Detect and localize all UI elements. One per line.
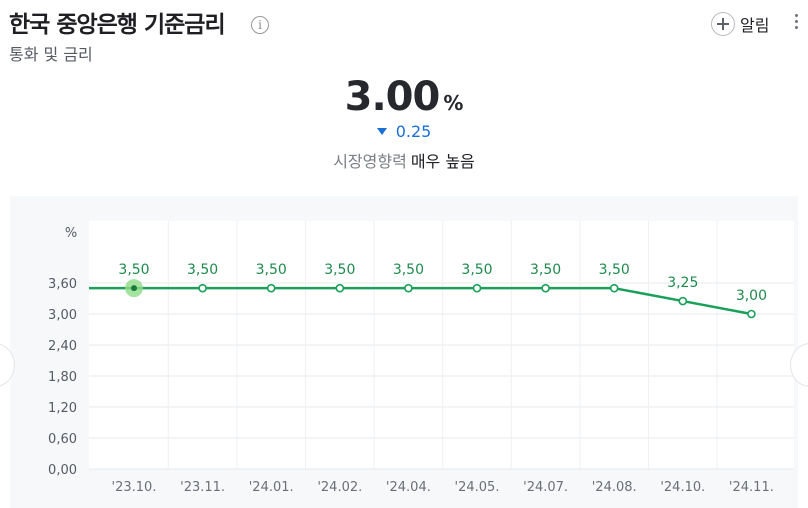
x-tick-label: '24.11. bbox=[729, 480, 774, 495]
down-triangle-icon bbox=[376, 128, 387, 135]
x-tick-label: '23.10. bbox=[112, 480, 157, 495]
data-label: 3,50 bbox=[530, 262, 561, 278]
data-label: 3,50 bbox=[599, 262, 630, 278]
rate-change: 0.25 bbox=[0, 121, 808, 143]
market-impact: 시장영향력 매우 높음 bbox=[0, 150, 808, 174]
y-tick-label: 1,20 bbox=[48, 401, 77, 416]
y-tick-label: 3,60 bbox=[48, 277, 77, 292]
data-label: 3,50 bbox=[324, 262, 355, 278]
data-point bbox=[678, 296, 688, 306]
x-tick-label: '24.07. bbox=[523, 480, 568, 495]
data-point bbox=[266, 283, 276, 293]
data-label: 3,50 bbox=[256, 262, 287, 278]
x-tick-label: '24.04. bbox=[386, 480, 431, 495]
change-value: 0.25 bbox=[395, 122, 432, 141]
impact-value: 매우 높음 bbox=[410, 152, 475, 171]
data-point bbox=[404, 283, 413, 293]
x-tick-label: '24.10. bbox=[660, 480, 705, 495]
data-point bbox=[131, 285, 137, 292]
data-label: 3,50 bbox=[393, 262, 424, 278]
data-label: 3,50 bbox=[461, 262, 492, 278]
chart-panel: 0,00 0,60 1,20 1,80 2,40 3,00 3,60% '23.10. '23.… bbox=[10, 196, 798, 508]
page-title: 한국 중앙은행 기준금리 bbox=[9, 12, 226, 38]
info-icon[interactable]: i bbox=[251, 16, 269, 34]
data-point bbox=[335, 283, 345, 293]
data-point bbox=[472, 283, 482, 293]
alarm-button[interactable]: 알림 bbox=[711, 10, 769, 38]
data-label: 3,50 bbox=[187, 262, 218, 278]
x-tick-label: '23.11. bbox=[180, 480, 225, 495]
x-tick-label: '24.02. bbox=[317, 480, 362, 495]
x-tick-label: '24.01. bbox=[249, 480, 294, 495]
x-tick-label: '24.05. bbox=[455, 480, 500, 495]
data-label: 3,00 bbox=[736, 288, 767, 304]
y-unit-label: % bbox=[65, 226, 77, 241]
y-tick-label: 1,80 bbox=[48, 370, 77, 385]
y-tick-label: 3,00 bbox=[48, 308, 77, 323]
data-label: 3,50 bbox=[118, 262, 149, 278]
y-tick-label: 2,40 bbox=[48, 339, 77, 354]
data-point bbox=[541, 283, 550, 293]
rate-value: 3.00 bbox=[344, 74, 441, 120]
y-tick-label: 0,00 bbox=[48, 463, 77, 478]
data-point bbox=[747, 309, 756, 319]
impact-label: 시장영향력 bbox=[333, 152, 407, 171]
alarm-label: 알림 bbox=[740, 16, 770, 35]
x-tick-label: '24.08. bbox=[592, 480, 637, 495]
data-label: 3,25 bbox=[667, 275, 698, 291]
plus-icon bbox=[711, 12, 735, 36]
y-tick-label: 0,60 bbox=[48, 432, 77, 447]
rate-unit: % bbox=[443, 91, 464, 115]
rate-line-chart: 0,00 0,60 1,20 1,80 2,40 3,00 3,60% '23.10. '23.… bbox=[48, 221, 794, 495]
data-point bbox=[609, 283, 619, 293]
category-subtitle: 통화 및 금리 bbox=[9, 45, 93, 64]
current-rate: 3.00% bbox=[0, 72, 808, 130]
more-vertical-icon[interactable] bbox=[790, 14, 802, 36]
data-point bbox=[198, 283, 207, 293]
